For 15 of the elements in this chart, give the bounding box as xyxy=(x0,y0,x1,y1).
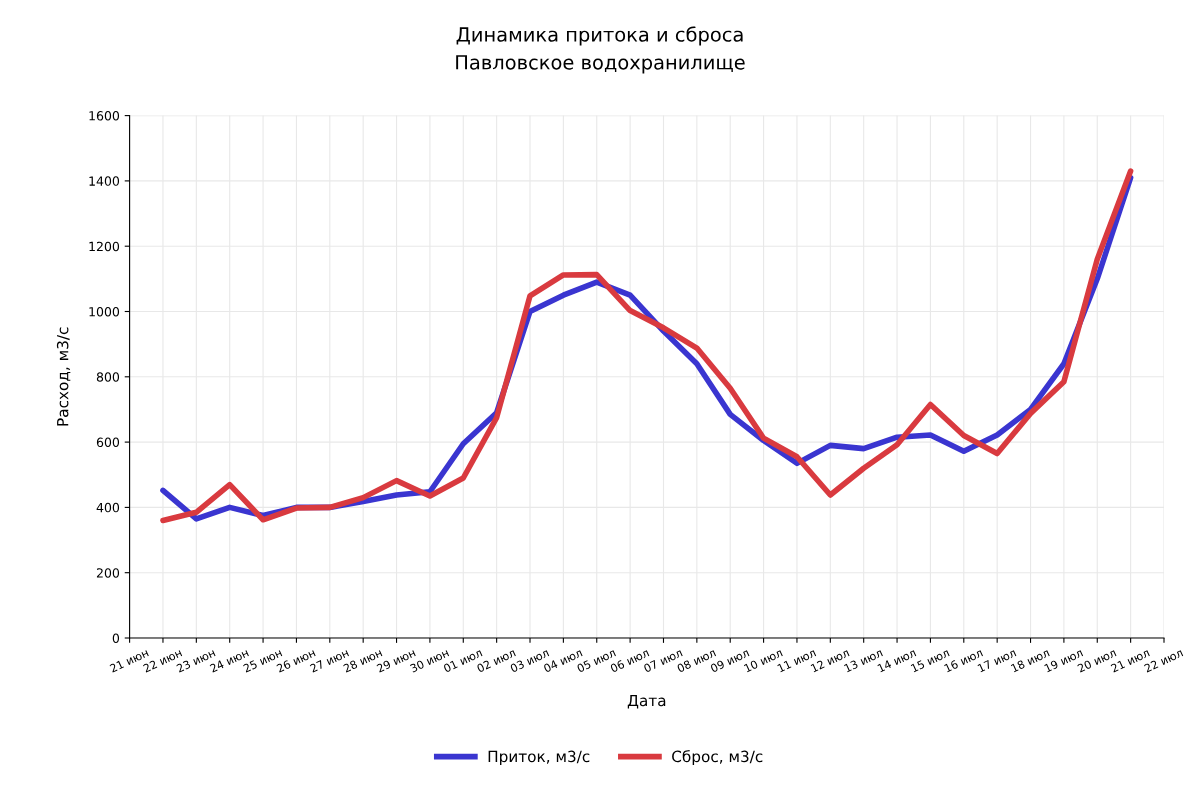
x-axis-title: Дата xyxy=(627,694,666,709)
y-tick-label: 600 xyxy=(96,437,120,448)
y-tick-label: 1200 xyxy=(89,241,120,252)
legend-label: Приток, м3/с xyxy=(488,750,590,766)
y-axis-title: Расход, м3/с xyxy=(56,327,71,426)
y-tick-label: 1400 xyxy=(89,176,120,186)
y-tick-label: 400 xyxy=(96,502,120,513)
y-tick-label: 1000 xyxy=(89,306,120,317)
y-tick-label: 800 xyxy=(96,372,120,382)
y-tick-label: 200 xyxy=(96,568,120,578)
y-tick-label: 1600 xyxy=(89,111,120,121)
chart-subtitle: Павловское водохранилище xyxy=(456,55,745,74)
chart-title: Динамика притока и сброса xyxy=(456,26,743,46)
y-tick-label: 0 xyxy=(112,633,120,643)
legend-label: Сброс, м3/с xyxy=(672,750,763,766)
